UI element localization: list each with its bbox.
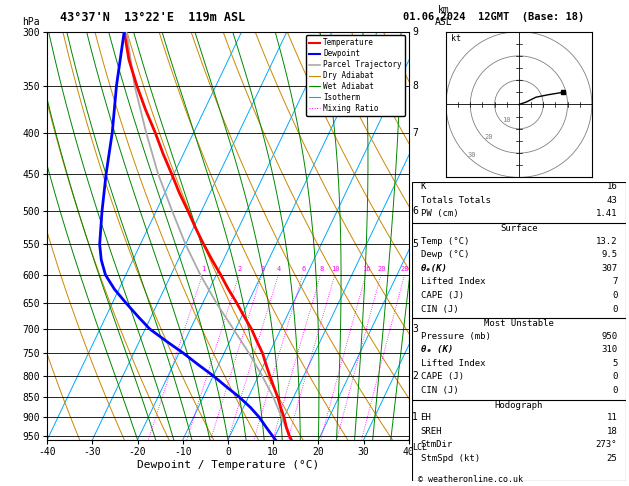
Text: Mixing Ratio (g/kg): Mixing Ratio (g/kg)	[452, 180, 462, 292]
Text: 7: 7	[412, 127, 418, 138]
Text: 7: 7	[612, 278, 617, 286]
Text: 11: 11	[606, 413, 617, 422]
Text: 4: 4	[277, 266, 281, 272]
Text: 310: 310	[601, 345, 617, 354]
Text: 5: 5	[612, 359, 617, 368]
Text: hPa: hPa	[22, 17, 40, 27]
Text: 0: 0	[612, 372, 617, 382]
Text: CAPE (J): CAPE (J)	[421, 291, 464, 300]
Text: Most Unstable: Most Unstable	[484, 319, 554, 329]
Text: 16: 16	[362, 266, 371, 272]
Text: 0: 0	[612, 386, 617, 395]
Text: 13.2: 13.2	[596, 237, 617, 245]
Text: 10: 10	[331, 266, 340, 272]
Text: CIN (J): CIN (J)	[421, 305, 458, 313]
Text: Totals Totals: Totals Totals	[421, 196, 491, 205]
Text: SREH: SREH	[421, 427, 442, 436]
Text: 6: 6	[412, 206, 418, 216]
Text: 5: 5	[412, 239, 418, 249]
Text: 20: 20	[377, 266, 386, 272]
Text: Hodograph: Hodograph	[495, 401, 543, 410]
Text: 1: 1	[201, 266, 206, 272]
Text: 1: 1	[412, 412, 418, 422]
Text: 9: 9	[412, 27, 418, 36]
Text: kt: kt	[451, 35, 461, 43]
Text: EH: EH	[421, 413, 431, 422]
Text: 25: 25	[606, 454, 617, 463]
Text: 16: 16	[606, 182, 617, 191]
Text: 2: 2	[412, 371, 418, 381]
Text: 3: 3	[260, 266, 265, 272]
Text: 18: 18	[606, 427, 617, 436]
Text: LCL: LCL	[412, 443, 427, 452]
X-axis label: Dewpoint / Temperature (°C): Dewpoint / Temperature (°C)	[137, 460, 319, 469]
Text: 273°: 273°	[596, 440, 617, 450]
Text: Lifted Index: Lifted Index	[421, 359, 485, 368]
Text: 307: 307	[601, 264, 617, 273]
Text: 6: 6	[301, 266, 306, 272]
Text: CIN (J): CIN (J)	[421, 386, 458, 395]
Text: km
ASL: km ASL	[435, 5, 452, 27]
Text: 10: 10	[502, 117, 510, 123]
Text: 8: 8	[320, 266, 323, 272]
Text: 01.06.2024  12GMT  (Base: 18): 01.06.2024 12GMT (Base: 18)	[403, 12, 584, 22]
Text: 0: 0	[612, 305, 617, 313]
Text: Dewp (°C): Dewp (°C)	[421, 250, 469, 259]
Text: 43°37'N  13°22'E  119m ASL: 43°37'N 13°22'E 119m ASL	[60, 11, 245, 24]
Text: 950: 950	[601, 332, 617, 341]
Text: 3: 3	[412, 324, 418, 334]
Legend: Temperature, Dewpoint, Parcel Trajectory, Dry Adiabat, Wet Adiabat, Isotherm, Mi: Temperature, Dewpoint, Parcel Trajectory…	[306, 35, 405, 116]
Text: Lifted Index: Lifted Index	[421, 278, 485, 286]
Text: 43: 43	[606, 196, 617, 205]
Text: 8: 8	[412, 81, 418, 91]
Text: θₑ (K): θₑ (K)	[421, 345, 453, 354]
Text: Surface: Surface	[500, 225, 538, 233]
Text: 0: 0	[612, 291, 617, 300]
Text: θₑ(K): θₑ(K)	[421, 264, 447, 273]
Text: 1.41: 1.41	[596, 209, 617, 218]
Text: © weatheronline.co.uk: © weatheronline.co.uk	[418, 474, 523, 484]
Text: 28: 28	[401, 266, 409, 272]
Text: PW (cm): PW (cm)	[421, 209, 458, 218]
Text: 9.5: 9.5	[601, 250, 617, 259]
Text: Temp (°C): Temp (°C)	[421, 237, 469, 245]
Text: 30: 30	[468, 152, 476, 158]
Text: Pressure (mb): Pressure (mb)	[421, 332, 491, 341]
Text: StmSpd (kt): StmSpd (kt)	[421, 454, 480, 463]
Text: 20: 20	[485, 135, 493, 140]
Text: StmDir: StmDir	[421, 440, 453, 450]
Text: 2: 2	[238, 266, 242, 272]
Text: CAPE (J): CAPE (J)	[421, 372, 464, 382]
Text: K: K	[421, 182, 426, 191]
